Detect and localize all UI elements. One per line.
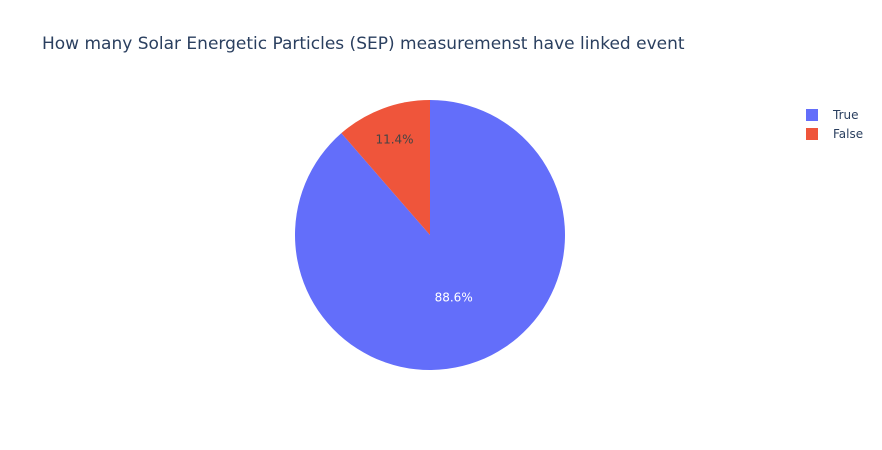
legend-swatch-true [806, 108, 818, 121]
slice-label-false: 11.4% [375, 133, 413, 147]
chart-title: How many Solar Energetic Particles (SEP)… [42, 34, 685, 54]
legend-item-true[interactable]: True [806, 105, 863, 124]
legend: True False [806, 105, 863, 143]
slice-label-true: 88.6% [435, 291, 473, 305]
legend-label-false: False [833, 126, 864, 141]
pie-slice-false[interactable] [341, 100, 430, 235]
legend-item-false[interactable]: False [806, 124, 863, 143]
legend-swatch-false [806, 127, 818, 140]
legend-label-true: True [833, 107, 859, 122]
